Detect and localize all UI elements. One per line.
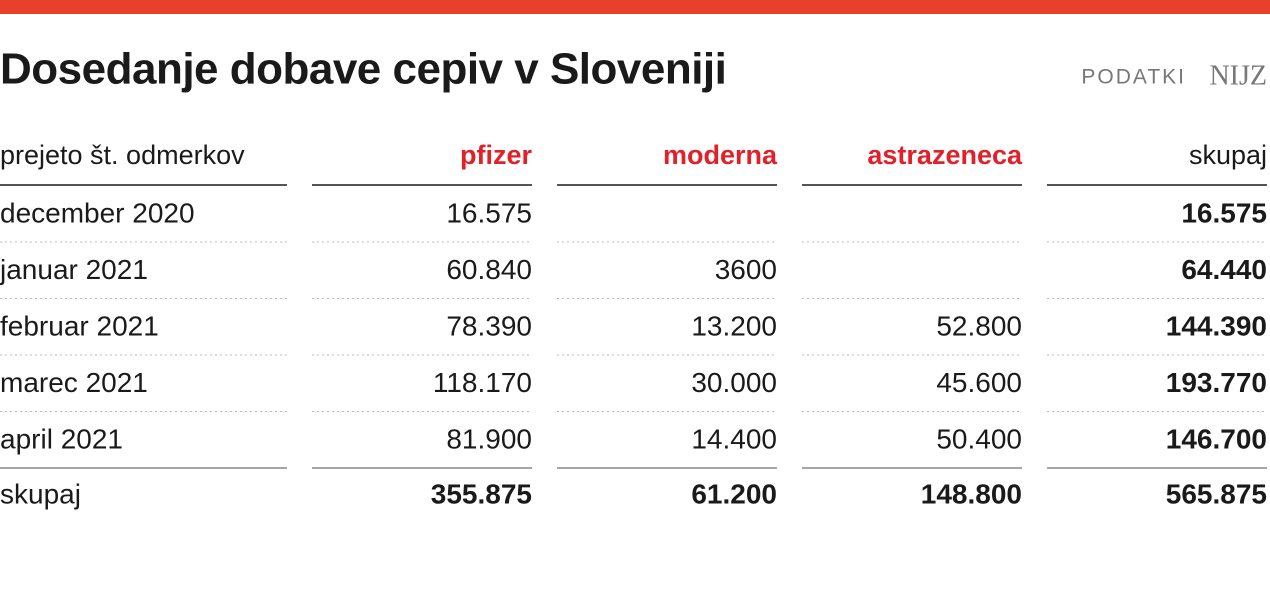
- total-label: skupaj: [0, 478, 81, 509]
- title: Dosedanje dobave cepiv v Sloveniji: [0, 45, 726, 94]
- cell-value: 13.200: [691, 310, 777, 341]
- column-header: skupaj: [1189, 140, 1267, 170]
- cell-value: 64.440: [1181, 254, 1267, 285]
- total-value: 355.875: [431, 478, 532, 509]
- cell-value: 60.840: [446, 254, 532, 285]
- row-label: december 2020: [0, 197, 195, 228]
- cell-value: 146.700: [1166, 423, 1267, 454]
- cell-value: 16.575: [446, 197, 532, 228]
- total-value: 565.875: [1166, 478, 1267, 509]
- row-label: april 2021: [0, 423, 123, 454]
- row-label: februar 2021: [0, 310, 159, 341]
- column-header: pfizer: [460, 140, 533, 170]
- cell-value: 16.575: [1181, 197, 1267, 228]
- cell-value: 193.770: [1166, 367, 1267, 398]
- row-label: marec 2021: [0, 367, 148, 398]
- column-header: prejeto št. odmerkov: [0, 140, 245, 170]
- top-bar: [0, 0, 1270, 14]
- source-label: PODATKI: [1081, 66, 1186, 89]
- cell-value: 144.390: [1166, 310, 1267, 341]
- column-header: astrazeneca: [867, 140, 1023, 170]
- cell-value: 45.600: [936, 367, 1022, 398]
- row-label: januar 2021: [0, 254, 148, 285]
- total-value: 61.200: [691, 478, 777, 509]
- cell-value: 14.400: [691, 423, 777, 454]
- cell-value: 81.900: [446, 423, 532, 454]
- cell-value: 50.400: [936, 423, 1022, 454]
- column-header: moderna: [663, 140, 778, 170]
- cell-value: 52.800: [936, 310, 1022, 341]
- cell-value: 118.170: [433, 367, 532, 398]
- cell-value: 78.390: [446, 310, 532, 341]
- cell-value: 3600: [715, 254, 777, 285]
- total-value: 148.800: [921, 478, 1022, 509]
- source-name: NIJZ: [1209, 60, 1267, 91]
- cell-value: 30.000: [691, 367, 777, 398]
